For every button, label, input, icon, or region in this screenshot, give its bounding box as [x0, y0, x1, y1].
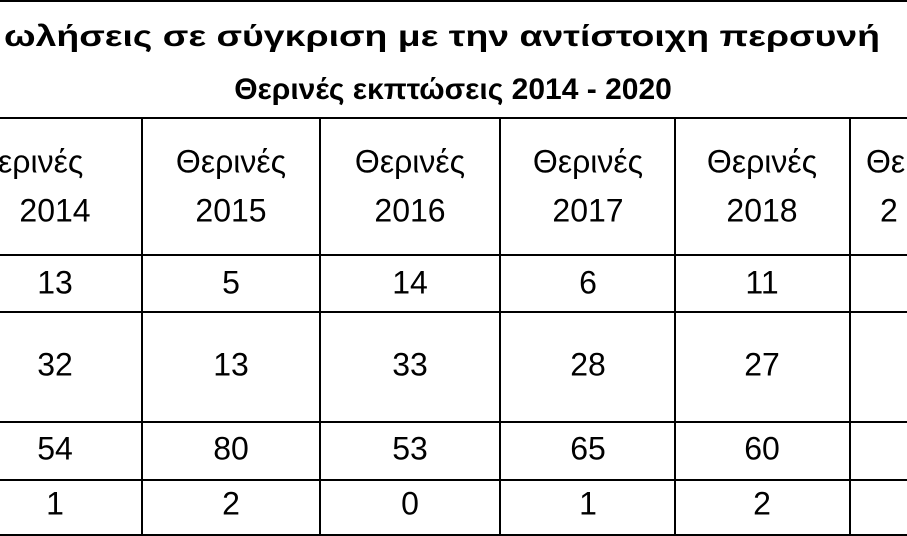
table-cell: 53	[392, 430, 428, 466]
table-cell: 2	[753, 485, 771, 521]
table-cell: 65	[570, 430, 606, 466]
table-cell: 28	[570, 346, 606, 382]
header-cell: Θερινές	[176, 143, 286, 179]
header-cell: 2015	[195, 192, 266, 228]
header-cell: 2018	[726, 192, 797, 228]
table-cell: 54	[37, 430, 73, 466]
table-cell: 6	[579, 264, 597, 300]
table-cell: 0	[401, 485, 419, 521]
header-cell: 2	[880, 192, 898, 228]
header-cell: Θε	[866, 143, 905, 179]
table-cell: 2	[222, 485, 240, 521]
header-cell: 2017	[552, 192, 623, 228]
table-cell: 1	[46, 485, 64, 521]
table-cell: 11	[745, 264, 778, 300]
title-line-2: Θερινές εκπτώσεις 2014 - 2020	[234, 73, 672, 106]
table-cell: 80	[213, 430, 249, 466]
header-cell: 2014	[19, 192, 90, 228]
title-line-1: ωλήσεις σε σύγκριση με την αντίστοιχη πε…	[4, 20, 880, 53]
header-cell: Θερινές	[533, 143, 643, 179]
table-cell: 1	[579, 485, 597, 521]
table-cell: 5	[222, 264, 240, 300]
table-cell: 13	[213, 346, 249, 382]
header-cell: Θερινές	[355, 143, 465, 179]
header-cell: 2016	[374, 192, 445, 228]
table-cell: 33	[392, 346, 428, 382]
header-cell: Θερινές	[707, 143, 817, 179]
table-cell: 60	[744, 430, 780, 466]
table-cell: 32	[37, 346, 73, 382]
table-cell: 27	[744, 346, 780, 382]
header-cell: ερινές	[0, 143, 83, 179]
table-cell: 13	[37, 264, 73, 300]
table-cell: 14	[392, 264, 428, 300]
